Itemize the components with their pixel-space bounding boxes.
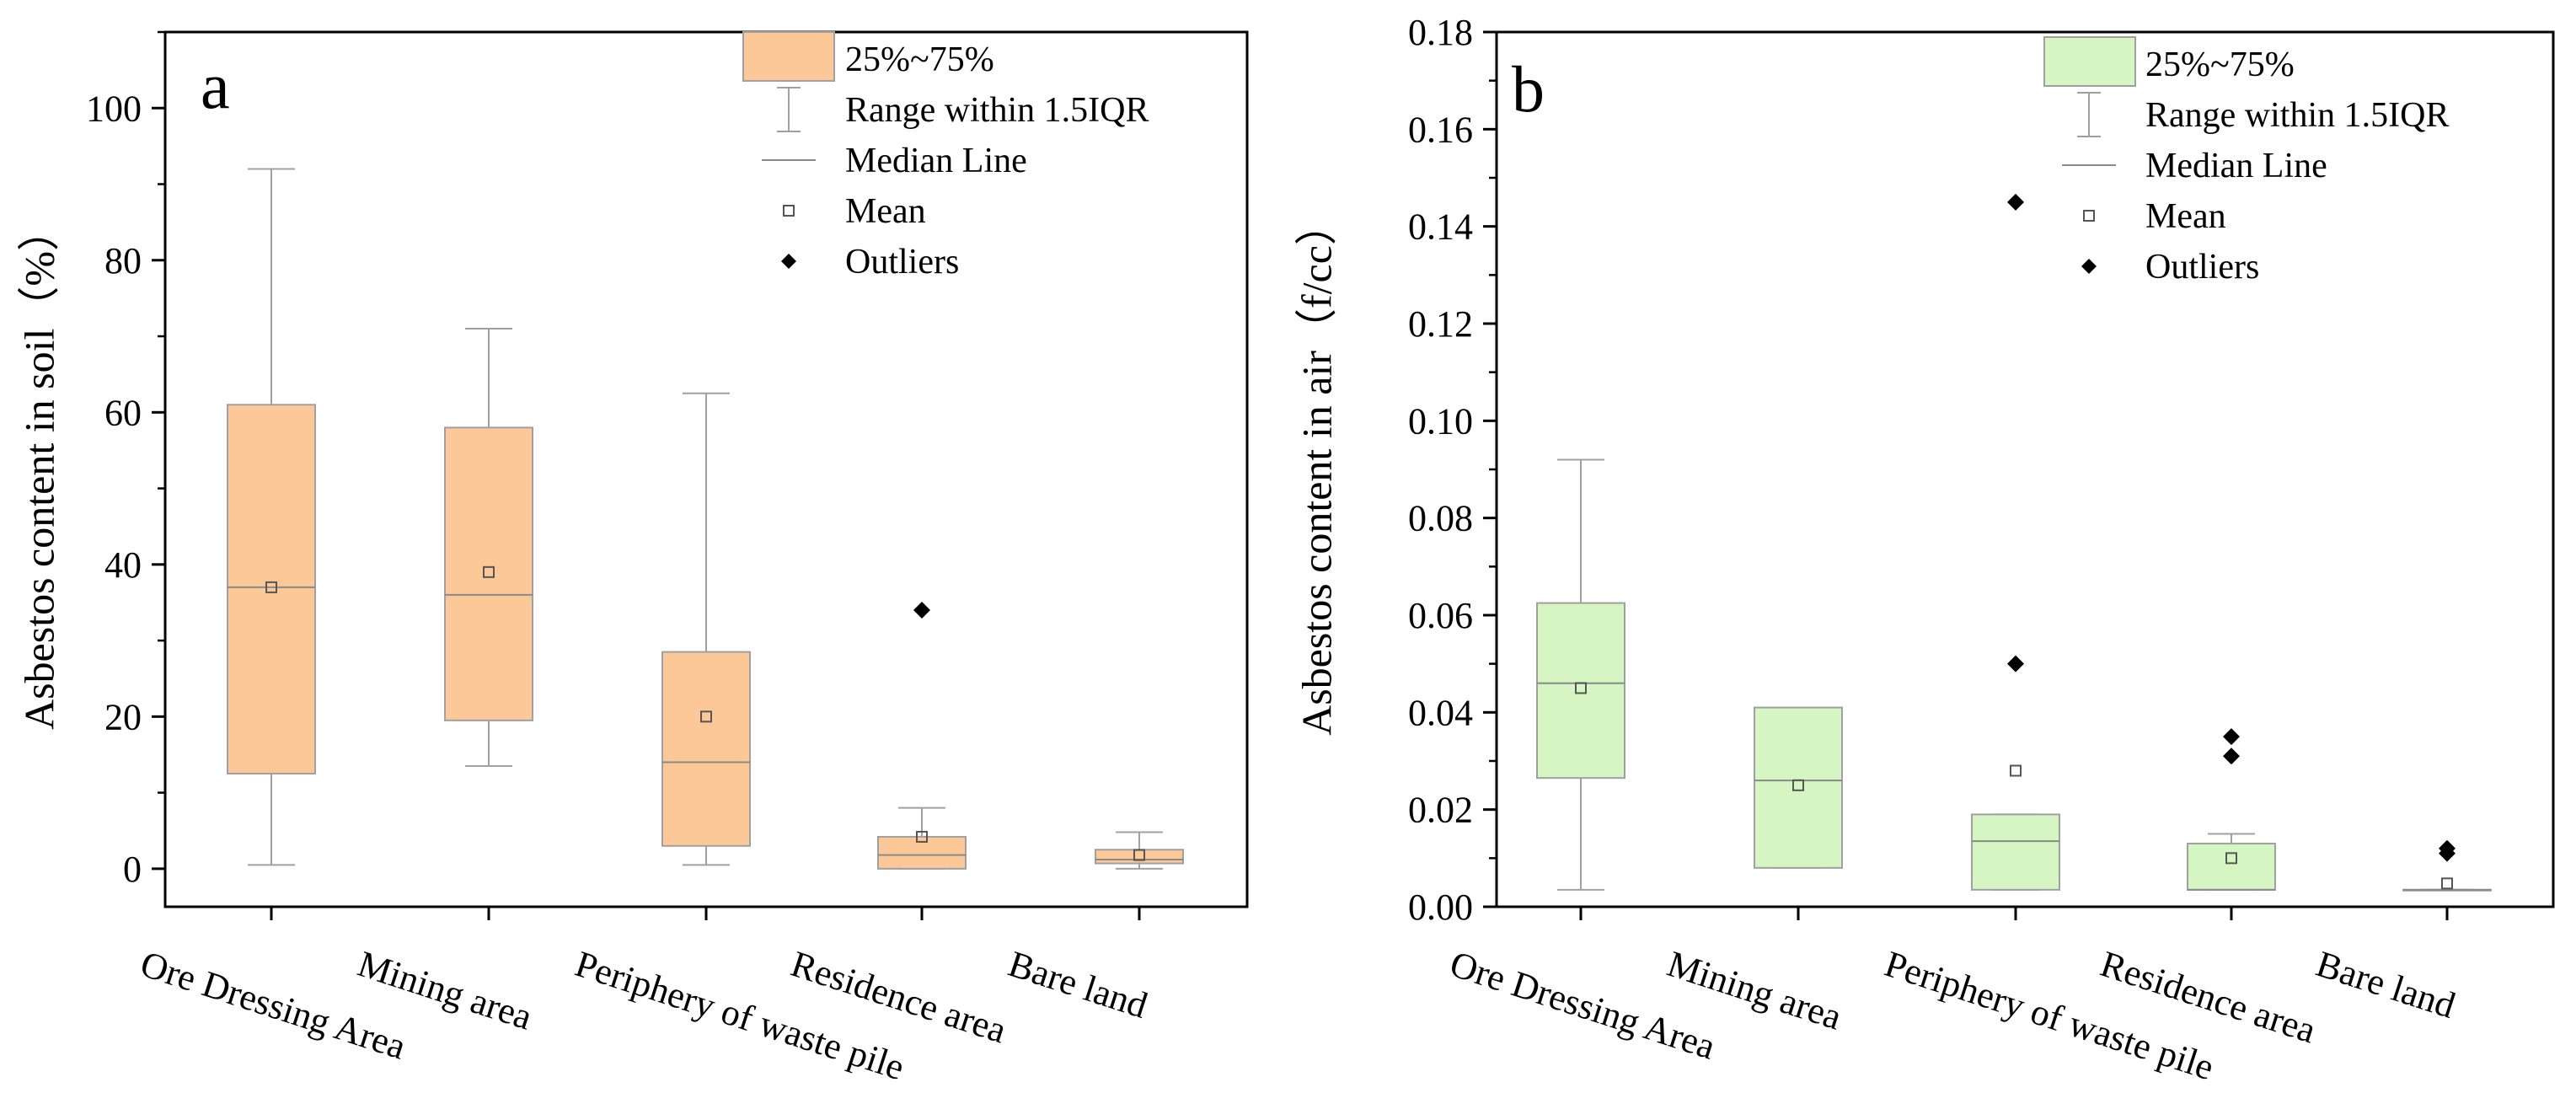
- mean-marker: [916, 830, 928, 843]
- mean-marker: [265, 581, 277, 593]
- y-tick-label: 0.02: [1408, 790, 1473, 831]
- legend: 25%~75% Range within 1.5IQR Median Line Mea…: [742, 31, 1149, 281]
- legend-label: Outliers: [845, 243, 959, 281]
- iqr-box: [1754, 706, 1843, 869]
- box-group: [1095, 831, 1184, 870]
- legend-mean-swatch: [783, 205, 795, 217]
- legend-label: 25%~75%: [2145, 46, 2295, 84]
- y-tick-label: 20: [104, 696, 142, 737]
- box-group: [2402, 839, 2492, 892]
- legend-outlier-swatch: [781, 254, 796, 269]
- y-tick-label: 60: [104, 392, 142, 433]
- legend-label: Mean: [845, 192, 926, 231]
- y-tick-label: 40: [104, 544, 142, 586]
- y-tick-label: 0.00: [1408, 887, 1473, 928]
- iqr-box: [1095, 849, 1184, 865]
- legend-label: 25%~75%: [845, 40, 994, 79]
- y-tick-label: 0.18: [1408, 12, 1473, 53]
- legend-outlier-swatch: [2081, 259, 2097, 274]
- outlier-marker: [2223, 747, 2240, 765]
- legend-mean-swatch: [2083, 210, 2095, 222]
- mean-marker: [700, 710, 712, 723]
- box-group: [1754, 706, 1843, 869]
- x-category-label: Bare land: [1004, 943, 1153, 1026]
- mean-marker: [2441, 877, 2453, 890]
- box-group: [661, 392, 751, 866]
- box-group: [1971, 193, 2060, 891]
- mean-marker: [1792, 779, 1804, 791]
- y-tick-label: 80: [104, 240, 142, 281]
- y-tick-label: 0.12: [1408, 303, 1473, 345]
- legend: 25%~75% Range within 1.5IQR Median Line Mea…: [2043, 36, 2449, 287]
- legend-label: Mean: [2145, 197, 2226, 236]
- mean-marker: [2010, 764, 2022, 777]
- y-tick-label: 0: [123, 849, 142, 890]
- iqr-box: [1536, 602, 1625, 780]
- mean-marker: [1133, 849, 1145, 861]
- legend-label: Median Line: [2145, 147, 2327, 185]
- mean-marker: [2225, 852, 2237, 865]
- y-tick-label: 0.04: [1408, 692, 1473, 733]
- legend-label: Range within 1.5IQR: [845, 91, 1149, 130]
- box-group: [1536, 458, 1625, 891]
- outlier-marker: [913, 601, 930, 619]
- panel-letter: a: [201, 49, 230, 122]
- outlier-marker: [2223, 728, 2240, 746]
- outlier-marker: [2007, 655, 2024, 672]
- legend-label: Outliers: [2145, 248, 2259, 287]
- y-tick-label: 0.06: [1408, 595, 1473, 636]
- y-tick-label: 0.10: [1408, 400, 1473, 442]
- iqr-box: [444, 426, 533, 721]
- y-tick-label: 100: [86, 88, 142, 129]
- y-tick-label: 0.14: [1408, 206, 1473, 248]
- box-group: [2187, 728, 2276, 891]
- plot-frame: [1495, 30, 2555, 908]
- y-axis-title: Asbestos content in air（f/cc）: [1293, 203, 1340, 736]
- outlier-marker: [2007, 193, 2024, 211]
- box-group: [444, 328, 533, 768]
- legend-box-swatch: [742, 31, 835, 82]
- iqr-box: [1971, 813, 2060, 891]
- iqr-box: [2187, 843, 2276, 891]
- outlier-marker: [2439, 844, 2456, 862]
- y-tick-label: 0.08: [1408, 498, 1473, 539]
- y-tick-label: 0.16: [1408, 109, 1473, 150]
- y-axis-title: Asbestos content in soil（%）: [15, 209, 62, 730]
- panel-letter: b: [1512, 52, 1545, 126]
- x-category-label: Bare land: [2311, 943, 2461, 1026]
- box-group: [227, 168, 316, 866]
- panel-b-air-boxplot: 0.00 0.02 0.04 0.06 0.08 0.10 0.12 0.14 0.16 0.18…: [1293, 12, 2555, 1088]
- legend-box-swatch: [2043, 36, 2136, 87]
- legend-label: Range within 1.5IQR: [2145, 96, 2449, 135]
- mean-marker: [483, 565, 495, 578]
- box-group: [877, 601, 967, 870]
- iqr-box: [227, 404, 316, 775]
- iqr-box: [661, 651, 751, 847]
- legend-label: Median Line: [845, 142, 1027, 180]
- mean-marker: [1575, 682, 1587, 694]
